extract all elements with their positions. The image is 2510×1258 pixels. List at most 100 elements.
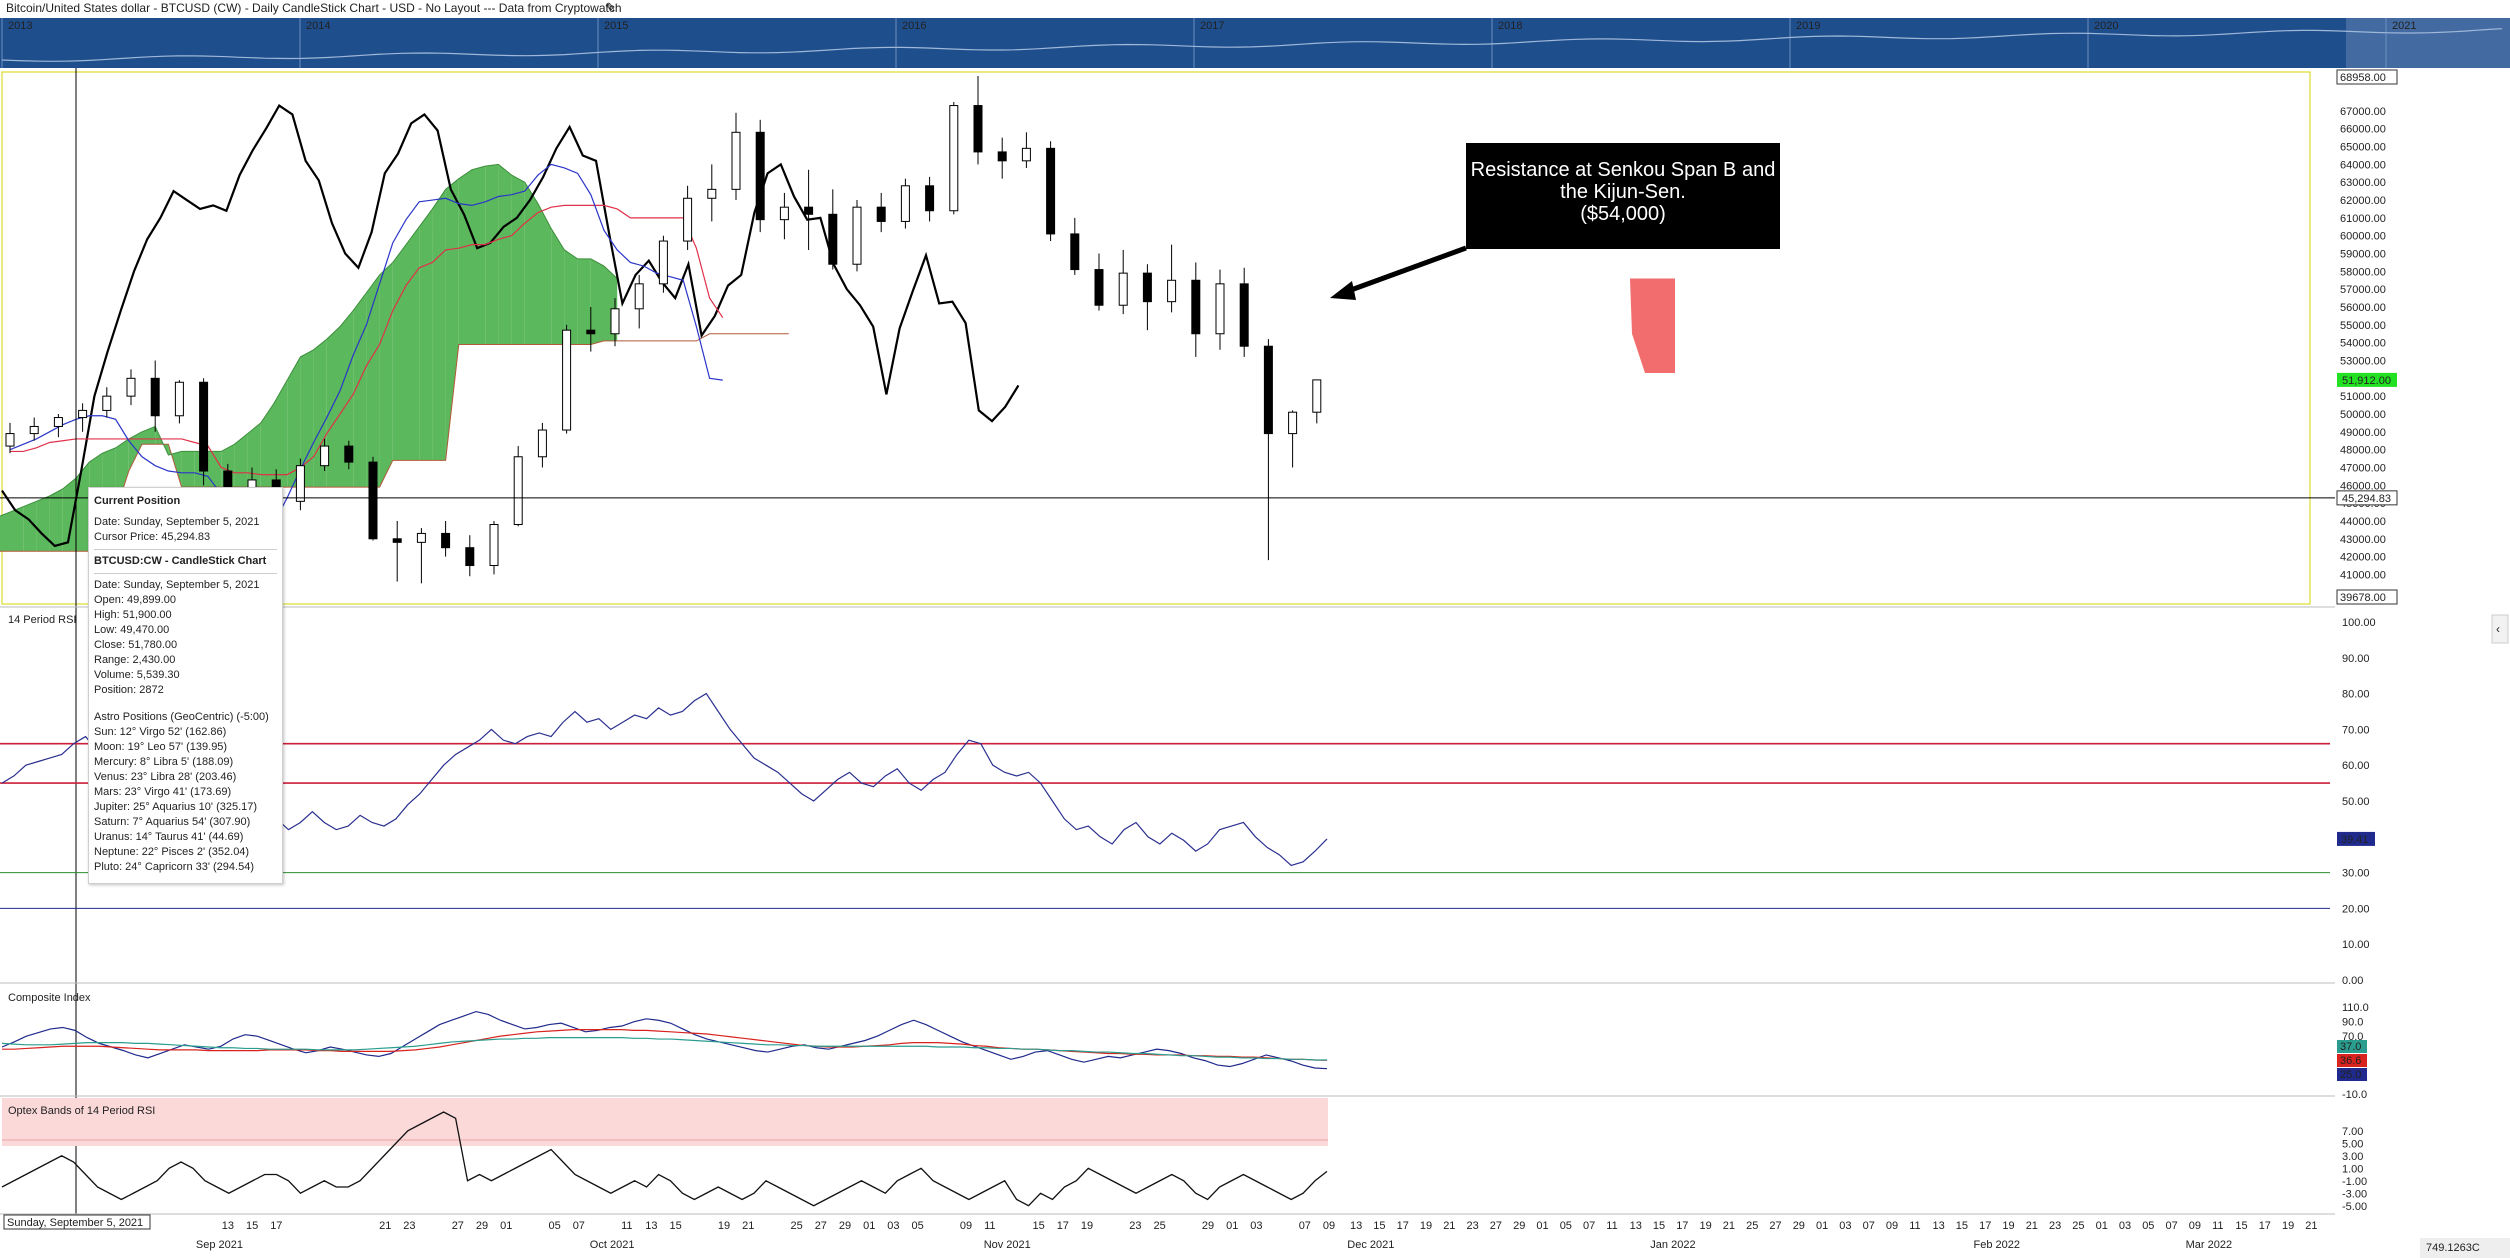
edit-title-icon[interactable]: ✎	[605, 0, 616, 15]
optex-tick-label: 7.00	[2342, 1126, 2363, 1138]
date-tick-label: 01	[1536, 1220, 1548, 1232]
price-tick-label: 46000.00	[2340, 480, 2386, 492]
candle-down	[586, 329, 596, 335]
date-tick-label: 23	[1129, 1220, 1141, 1232]
candle-up	[1215, 283, 1225, 335]
cloud-bull-segment	[432, 189, 446, 461]
price-tick-label: 63000.00	[2340, 177, 2386, 189]
cloud-bull-segment	[498, 164, 512, 345]
price-tick-label: 43000.00	[2340, 534, 2386, 546]
date-tick-label: 23	[403, 1220, 415, 1232]
candle-down	[344, 445, 354, 463]
annotation-callout[interactable]: Resistance at Senkou Span B and the Kiju…	[1466, 143, 1780, 249]
annotation-line: ($54,000)	[1580, 203, 1666, 225]
rsi-title: 14 Period RSI	[8, 614, 76, 626]
cloud-bull-segment	[0, 512, 10, 552]
price-tick-label: 66000.00	[2340, 124, 2386, 136]
rsi-tick-label: 60.00	[2342, 760, 2370, 772]
date-tick-label: 01	[1816, 1220, 1828, 1232]
date-tick-label: 13	[222, 1220, 234, 1232]
date-tick-label: 13	[1630, 1220, 1642, 1232]
price-tick-label: 48000.00	[2340, 445, 2386, 457]
date-tick-label: 15	[1653, 1220, 1665, 1232]
composite-series-line	[1, 1010, 1328, 1070]
collapse-panel-button[interactable]	[2491, 614, 2509, 644]
tenkan-sen-line	[9, 163, 723, 526]
date-tick-label: 15	[1033, 1220, 1045, 1232]
tooltip-astro-line: Mercury: 8° Libra 5' (188.09)	[94, 756, 234, 768]
optex-tick-label: 3.00	[2342, 1151, 2363, 1163]
price-tick-label: 59000.00	[2340, 249, 2386, 261]
date-tick-label: 15	[1956, 1220, 1968, 1232]
optex-tick-label: -1.00	[2342, 1176, 2367, 1188]
candle-down	[392, 538, 402, 543]
optex-band	[2, 1098, 1328, 1146]
kijun-sen-line	[10, 204, 724, 476]
candle-up	[102, 395, 112, 411]
tooltip-line: Low: 49,470.00	[94, 624, 170, 636]
date-tick-label: 11	[621, 1220, 632, 1232]
date-tick-label: 03	[887, 1220, 899, 1232]
month-label: Nov 2021	[984, 1239, 1031, 1251]
candle-down	[150, 377, 160, 417]
date-tick-label: 29	[839, 1220, 851, 1232]
cloud-bull-segment	[181, 451, 195, 488]
date-tick-label: 07	[1583, 1220, 1595, 1232]
candle-down	[1142, 272, 1152, 303]
cursor-price-label: 45,294.83	[2342, 493, 2391, 505]
cloud-bull-segment	[353, 292, 367, 488]
scale-box[interactable]	[2420, 1238, 2510, 1258]
cursor-price-box	[2336, 490, 2398, 506]
overview-year: 2019	[1796, 20, 1820, 32]
date-tick-label: 19	[1420, 1220, 1432, 1232]
rsi-tick-label: 50.00	[2342, 796, 2370, 808]
date-axis[interactable]: 21 13 15 17 21 23 27 29 01 05 07 11 13 15 19 21 25 27 29 01…	[3, 1214, 2318, 1251]
price-tick-label: 56000.00	[2340, 302, 2386, 314]
cursor-date-label: Sunday, September 5, 2021	[7, 1217, 143, 1229]
crosshair	[0, 68, 2335, 1214]
date-tick-label: 05	[549, 1220, 561, 1232]
date-tick-label: 15	[670, 1220, 682, 1232]
tooltip-cursor-price: Cursor Price: 45,294.83	[94, 531, 211, 543]
window-title: Bitcoin/United States dollar - BTCUSD (C…	[6, 1, 622, 15]
date-tick-label: 29	[1793, 1220, 1805, 1232]
price-tick-label: 54000.00	[2340, 338, 2386, 350]
date-tick-label: 07	[1299, 1220, 1311, 1232]
scale-label: 749.1263C	[2426, 1242, 2480, 1254]
composite-last-box	[2337, 1040, 2367, 1053]
overview-year: 2017	[1200, 20, 1224, 32]
tooltip-astro-line: Venus: 23° Libra 28' (203.46)	[94, 771, 237, 783]
date-tick-label: 09	[1886, 1220, 1898, 1232]
rsi-tick-label: 0.00	[2342, 975, 2363, 987]
cloud-bull-segment	[485, 164, 499, 345]
date-tick-label: 29	[476, 1220, 488, 1232]
cloud-bull-segment	[62, 478, 76, 552]
candle-down	[199, 381, 209, 472]
date-tick-label: 09	[1323, 1220, 1335, 1232]
overview-selection[interactable]	[2346, 18, 2510, 68]
overview-price-line	[1, 28, 2503, 62]
candle-up	[1118, 272, 1128, 306]
composite-last-box	[2337, 1068, 2367, 1081]
date-tick-label: 09	[960, 1220, 972, 1232]
month-label: Oct 2021	[590, 1239, 635, 1251]
date-tick-label: 05	[912, 1220, 924, 1232]
date-tick-label: 17	[1397, 1220, 1409, 1232]
optex-tick-label: -3.00	[2342, 1188, 2367, 1200]
date-tick-label: 19	[1700, 1220, 1712, 1232]
cloud-bull-segment	[300, 349, 314, 488]
date-tick-label: 07	[1863, 1220, 1875, 1232]
chikou-span-line	[1, 103, 1020, 548]
overview-year-labels: 2013 2014 2015 2016 2017 2018 2019 2020 2021	[1, 18, 2416, 68]
tooltip-ohlc: Date: Sunday, September 5, 2021 Open: 49,…	[94, 578, 277, 698]
overview-strip[interactable]	[0, 18, 2510, 68]
date-tick-label: 17	[1057, 1220, 1069, 1232]
candle-down	[465, 547, 475, 567]
date-tick-label: 05	[2142, 1220, 2154, 1232]
date-tick-label: 21	[2305, 1220, 2317, 1232]
candle-up	[634, 283, 644, 310]
date-tick-label: 13	[1350, 1220, 1362, 1232]
date-tick-label: 27	[1490, 1220, 1502, 1232]
price-tick-label: 61000.00	[2340, 213, 2386, 225]
